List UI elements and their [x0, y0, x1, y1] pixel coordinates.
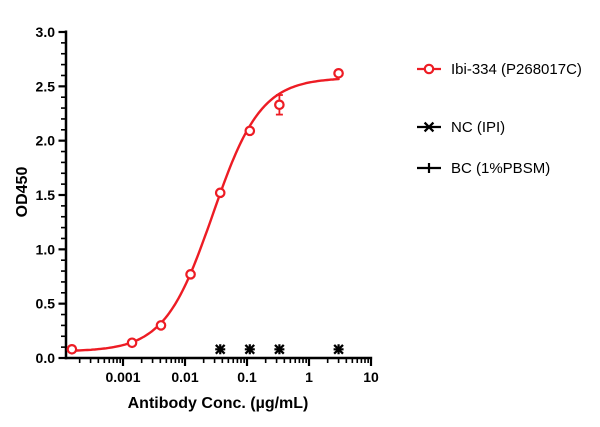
series-markers-0: [66, 67, 344, 355]
legend-marker-x: [417, 121, 441, 133]
x-tick-label: 1: [305, 369, 313, 385]
legend-item-1: NC (IPI): [417, 119, 505, 136]
y-tick-label: 2.5: [36, 78, 56, 94]
legend-label-ibi-334: Ibi-334 (P268017C): [451, 61, 582, 78]
y-axis-label: OD450: [14, 167, 31, 218]
y-tick-label: 2.0: [36, 133, 56, 149]
plot-area: 0.0 0.5 1.0 1.5 2.0 2.5 3.0 0.001 0.01 0.1 1 10: [36, 24, 379, 385]
x-tick-label: 10: [363, 369, 379, 385]
y-tick-label: 1.0: [36, 241, 56, 257]
y-tick-label: 3.0: [36, 24, 56, 40]
legend-label-nc: NC (IPI): [451, 119, 505, 136]
x-axis-label: Antibody Conc. (µg/mL): [128, 395, 309, 412]
legend-item-0: Ibi-334 (P268017C): [417, 61, 582, 78]
legend-item-2: BC (1%PBSM): [417, 160, 550, 177]
y-tick-label: 0.5: [36, 296, 56, 312]
x-tick-label: 0.01: [171, 369, 198, 385]
legend: Ibi-334 (P268017C) NC (IPI) BC (1%PBSM): [417, 61, 582, 177]
fit-curve-ibi-334: [70, 77, 340, 352]
y-tick-label: 1.5: [36, 187, 56, 203]
y-tick-label: 0.0: [36, 350, 56, 366]
legend-marker-open-circle: [417, 63, 441, 75]
x-tick-label: 0.1: [237, 369, 257, 385]
series-markers-1: [215, 344, 344, 355]
legend-label-bc: BC (1%PBSM): [451, 160, 550, 177]
legend-marker-plus: [417, 163, 441, 173]
x-tick-label: 0.001: [105, 369, 140, 385]
